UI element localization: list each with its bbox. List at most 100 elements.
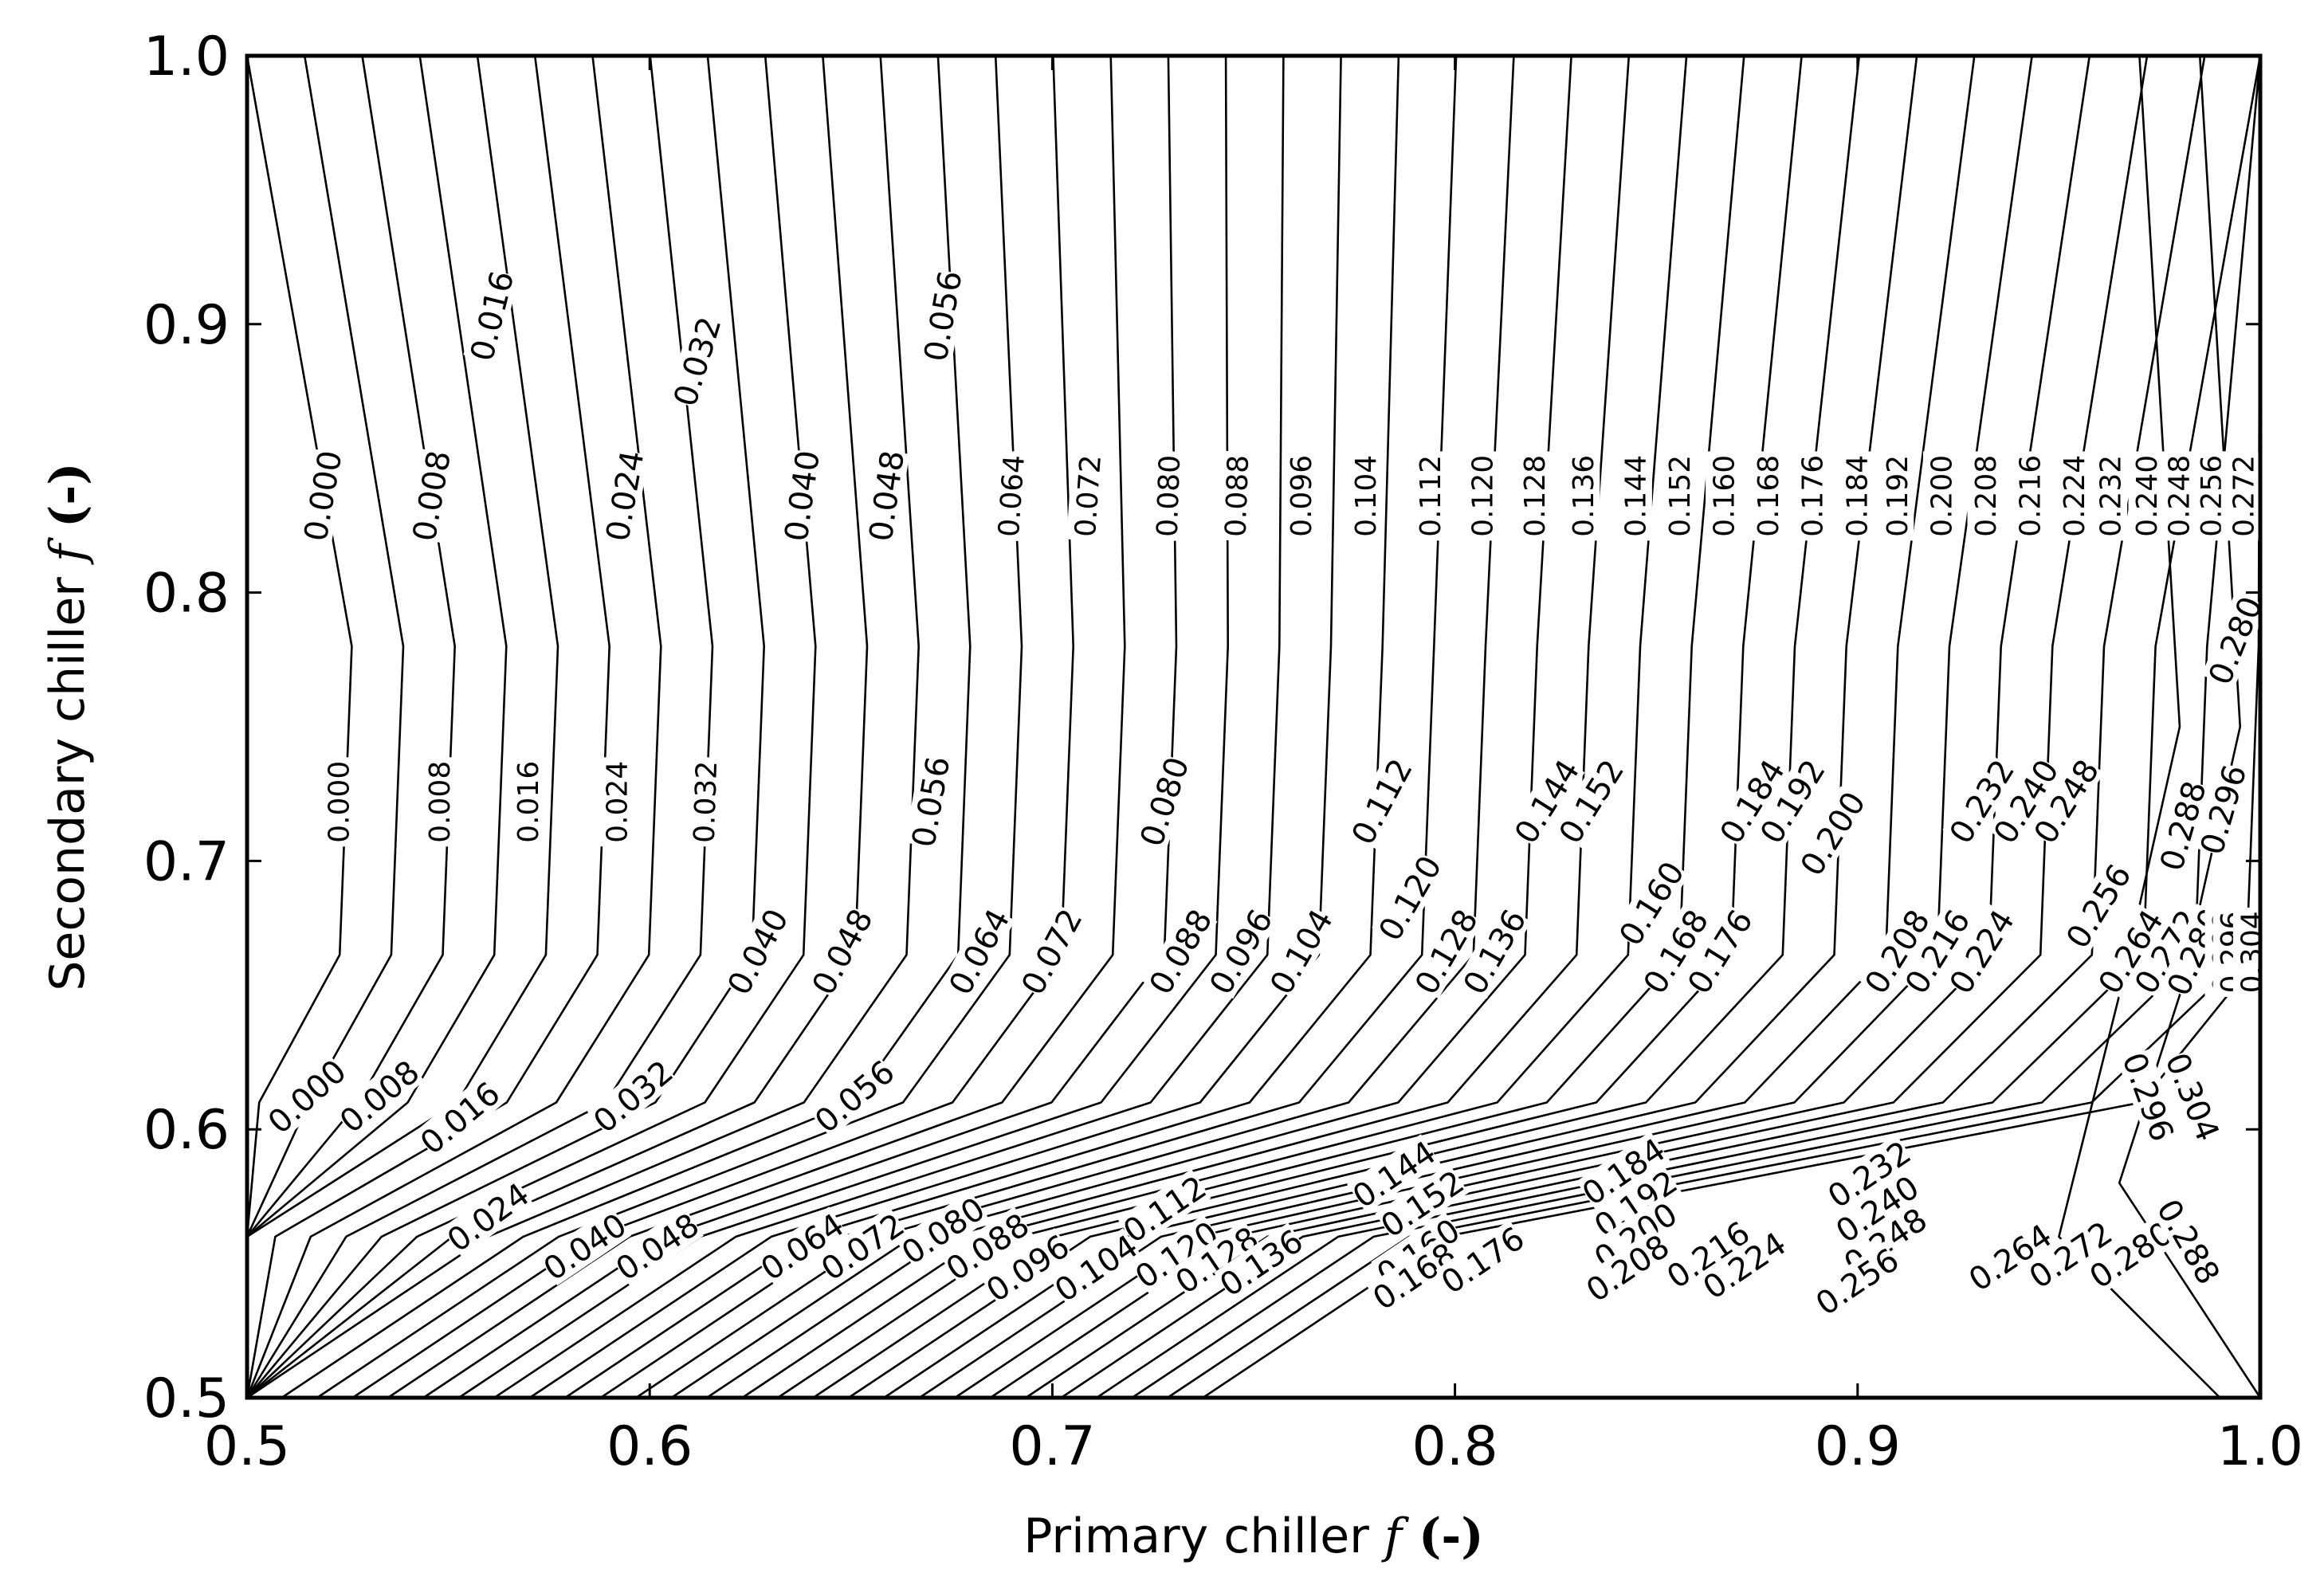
contour-label: 0.248 [2164, 455, 2196, 537]
contour-label: 0.104 [1263, 904, 1341, 1001]
contour-label-bg [1345, 753, 1418, 849]
contour-label-bg [1169, 1219, 1264, 1300]
contour-label-bg [1878, 451, 1914, 541]
contour-label-bg [2027, 754, 2105, 849]
contour-line [1131, 55, 2262, 1399]
contour-label-bg [2192, 451, 2228, 541]
contour-line [245, 55, 508, 1398]
contour-label: 0.128 [1519, 455, 1552, 537]
contour-label-bg [463, 268, 520, 363]
contour-label-bg [599, 449, 650, 543]
contour-label-bg [896, 1190, 990, 1270]
contour-label-bg [1612, 856, 1690, 951]
contour-label: 0.192 [1882, 455, 1914, 537]
x-tick-label: 0.8 [1412, 1415, 1498, 1478]
contour-label-bg [1375, 1163, 1469, 1243]
axis-ticks: 0.5 0.6 0.7 0.8 0.9 1.0 0.5 0.6 0.7 0.8 0.9 1.0 [143, 26, 2303, 1478]
contour-label: 0.080 [1152, 454, 1188, 537]
contour-label-bg [1753, 754, 1831, 849]
contour-label-bg [1706, 451, 1741, 541]
contour-label-bg [1680, 904, 1758, 998]
contour-label: 0.064 [942, 904, 1017, 1002]
contour-label: 0.000 [324, 761, 356, 843]
contour-label: 0.144 [1619, 455, 1652, 537]
contour-label-bg [1435, 1219, 1529, 1300]
contour-label: 0.224 [2059, 455, 2091, 537]
contour-line [245, 55, 714, 1399]
contour-label: 0.136 [1568, 455, 1600, 537]
contour-label: 0.160 [1709, 455, 1741, 537]
contour-label: 0.152 [1664, 455, 1697, 537]
contour-label-bg [2128, 451, 2164, 541]
contour-label: 0.104 [1350, 455, 1383, 537]
contour-label-bg [509, 757, 545, 847]
contour-label-bg [2224, 451, 2260, 541]
contour-label-bg [1588, 1195, 1682, 1275]
contour-label-bg [1713, 754, 1791, 849]
contour-label-bg [598, 757, 634, 847]
contour-label-bg [406, 449, 456, 543]
x-tick-label: 0.7 [1009, 1415, 1095, 1478]
contour-label: 0.056 [917, 268, 969, 364]
contour-line [1167, 55, 2262, 1399]
contour-label: 0.176 [1797, 455, 1830, 537]
contour-label-bg [296, 449, 347, 543]
contour-label-bg [1129, 1214, 1223, 1294]
contour-line [2118, 55, 2262, 1399]
contour-label: 0.304 [2236, 911, 2268, 993]
contour-label-bg [1898, 904, 1976, 998]
contour-label-bg [1214, 1222, 1308, 1302]
contour-label-bg [1942, 754, 2020, 849]
contour-line [316, 55, 1023, 1399]
contour-label-bg [1858, 904, 1935, 998]
y-tick-label: 0.6 [143, 1099, 230, 1162]
contour-label: 0.000 [261, 1053, 354, 1141]
contour-label-bg [2160, 1048, 2227, 1145]
contour-label-bg [2117, 1048, 2181, 1145]
contour-line [246, 55, 920, 1399]
x-tick-label: 0.6 [607, 1415, 693, 1478]
contour-label-bg [1838, 451, 1874, 541]
contour-label-bg [441, 1175, 535, 1257]
contour-label: 0.112 [1415, 455, 1447, 537]
contour-label-bg [421, 757, 457, 847]
contour-label-bg [1580, 1228, 1674, 1308]
contour-line [246, 55, 817, 1399]
contour-label-bg [261, 1053, 351, 1140]
contour-label-bg [1346, 1134, 1441, 1214]
contour-label: 0.008 [406, 448, 458, 544]
y-tick-label: 0.7 [143, 830, 230, 893]
contour-label-bg [1986, 754, 2064, 849]
contour-label-bg [990, 449, 1031, 542]
contour-label-bg [1794, 451, 1830, 541]
contour-label-bg [414, 1075, 505, 1160]
contour-label-bg [1822, 1134, 1916, 1214]
contour-label-bg [940, 1206, 1034, 1286]
contour-label: 0.040 [720, 904, 795, 1002]
contour-label: 0.072 [1015, 904, 1089, 1002]
contour-label-bg [1347, 451, 1383, 541]
contour-label: 0.272 [2228, 455, 2260, 537]
y-tick-label: 1.0 [143, 26, 230, 88]
contour-label: 0.208 [1970, 455, 2003, 537]
contour-label-bg [815, 1206, 909, 1286]
contour-label: 0.048 [610, 1206, 706, 1288]
contour-label-bg [1014, 904, 1088, 999]
contour-label-bg [1516, 451, 1552, 541]
contour-line [246, 55, 869, 1399]
contour-line [670, 55, 1572, 1399]
contour-label-bg [1616, 451, 1652, 541]
contour-label: 0.016 [512, 761, 545, 843]
contour-label-bg [808, 1053, 900, 1139]
contour-line [245, 55, 610, 1399]
contour-label: 0.184 [1841, 455, 1874, 537]
contour-label: 0.216 [2015, 455, 2047, 537]
contour-label-bg [1661, 1214, 1755, 1294]
x-axis-label: Primary chiller f (-) [1023, 1508, 1483, 1564]
contour-label-bg [777, 449, 825, 543]
y-tick-label: 0.9 [143, 294, 230, 357]
contour-label-bg [2083, 1214, 2177, 1294]
contour-label-bg [755, 1206, 849, 1286]
contour-label-bg [2091, 904, 2169, 998]
